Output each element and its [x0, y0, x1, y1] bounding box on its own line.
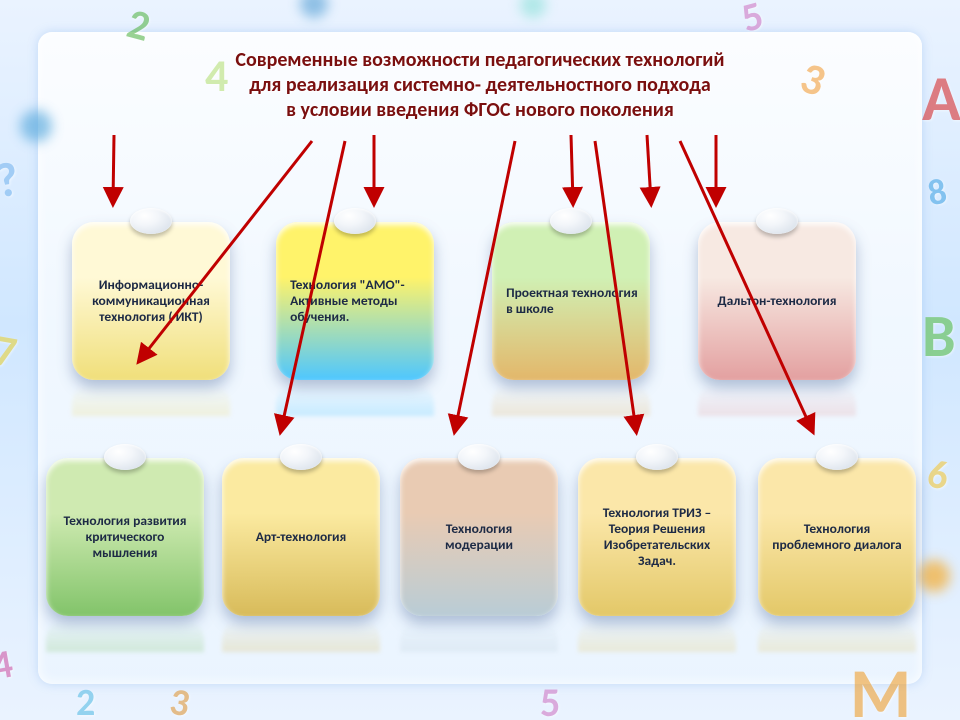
card-pin-icon	[280, 444, 322, 470]
technology-card-moder[interactable]: Технология модерации	[400, 458, 558, 616]
card-label: Технология ТРИЗ – Теория Решения Изобрет…	[589, 505, 725, 570]
card-label: Технология "АМО"- Активные методы обучен…	[284, 277, 426, 326]
technology-card-dalton[interactable]: Дальтон-технология	[698, 222, 856, 380]
title-line-1: Современные возможности педагогических т…	[235, 48, 724, 72]
card-pin-icon	[334, 208, 376, 234]
technology-card-ikt[interactable]: Информационно-коммуникационная технологи…	[72, 222, 230, 380]
card-reflection	[492, 382, 650, 416]
card-pin-icon	[756, 208, 798, 234]
decorative-glyph: 2	[76, 680, 95, 720]
card-reflection	[222, 618, 380, 652]
card-reflection	[578, 618, 736, 652]
page-title: Современные возможности педагогических т…	[100, 48, 860, 123]
card-label: Дальтон-технология	[709, 293, 845, 309]
card-reflection	[400, 618, 558, 652]
decorative-blob	[918, 560, 950, 592]
decorative-glyph: A	[922, 60, 960, 138]
title-line-3: в условии введения ФГОС нового поколения	[286, 98, 674, 122]
card-label: Технология развития критического мышлени…	[57, 513, 193, 562]
card-pin-icon	[636, 444, 678, 470]
technology-card-project[interactable]: Проектная технология в школе	[492, 222, 650, 380]
technology-card-problem[interactable]: Технология проблемного диалога	[758, 458, 916, 616]
decorative-glyph: B	[922, 300, 956, 373]
card-label: Технология проблемного диалога	[769, 521, 905, 553]
decorative-blob	[20, 110, 52, 142]
technology-card-art[interactable]: Арт-технология	[222, 458, 380, 616]
technology-card-triz[interactable]: Технология ТРИЗ – Теория Решения Изобрет…	[578, 458, 736, 616]
card-pin-icon	[458, 444, 500, 470]
decorative-glyph: ?	[0, 149, 23, 211]
decorative-glyph: M	[850, 650, 911, 720]
decorative-glyph: 4	[0, 639, 16, 691]
card-label: Информационно-коммуникационная технологи…	[83, 277, 219, 326]
card-label: Технология модерации	[411, 521, 547, 553]
decorative-glyph: 7	[0, 322, 21, 379]
stage: 2453A8B6?74235M Современные возможности …	[0, 0, 960, 720]
card-reflection	[698, 382, 856, 416]
decorative-blob	[520, 0, 546, 18]
card-pin-icon	[550, 208, 592, 234]
decorative-glyph: 8	[924, 169, 950, 216]
card-label: Проектная технология в школе	[500, 285, 642, 317]
card-label: Арт-технология	[233, 529, 369, 545]
decorative-blob	[300, 0, 328, 18]
decorative-glyph: 3	[166, 679, 193, 720]
decorative-glyph: 6	[924, 449, 952, 501]
decorative-glyph: 5	[540, 678, 560, 720]
card-reflection	[276, 382, 434, 416]
card-pin-icon	[130, 208, 172, 234]
technology-card-amo[interactable]: Технология "АМО"- Активные методы обучен…	[276, 222, 434, 380]
card-pin-icon	[104, 444, 146, 470]
title-line-2: для реализация системно- деятельностного…	[249, 73, 711, 97]
card-reflection	[758, 618, 916, 652]
card-pin-icon	[816, 444, 858, 470]
technology-card-critical[interactable]: Технология развития критического мышлени…	[46, 458, 204, 616]
card-reflection	[72, 382, 230, 416]
card-reflection	[46, 618, 204, 652]
